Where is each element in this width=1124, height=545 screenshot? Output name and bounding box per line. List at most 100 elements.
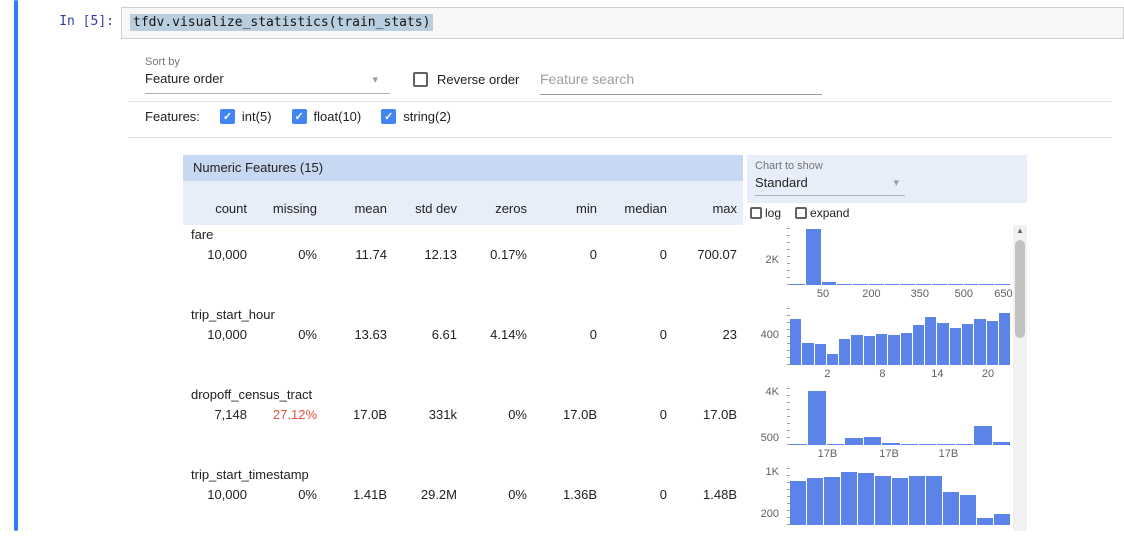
divider (128, 101, 1112, 102)
stat-value: 17.0B (703, 407, 737, 422)
charts-scrollbar[interactable]: ▲ (1013, 225, 1027, 531)
filter-float[interactable]: ✓ float(10) (291, 109, 362, 124)
row-values: 10,000 0% 1.41B 29.2M 0% 1.36B 0 1.48B (183, 487, 743, 502)
histogram-plot (790, 468, 1010, 525)
code-cell[interactable]: tfdv.visualize_statistics(train_stats) (121, 7, 1124, 39)
histogram-bar (937, 323, 949, 365)
histogram-bar (802, 342, 814, 365)
stat-value: 0 (659, 487, 667, 502)
histogram-bar (824, 476, 840, 525)
histogram-bar (937, 444, 955, 445)
histogram-bar (808, 390, 826, 445)
histogram-bar (979, 284, 995, 285)
scrollbar-thumb[interactable] (1015, 240, 1025, 338)
histogram-bar (974, 425, 992, 445)
histogram-trip_start_timestamp: 1K 200 (747, 465, 1013, 545)
stat-value: 17.0B (563, 407, 597, 422)
log-checkbox[interactable] (750, 207, 762, 219)
feature-search-input[interactable] (540, 69, 822, 95)
y-axis: 4K 500 (747, 386, 785, 445)
float-filter-label: float(10) (313, 109, 362, 124)
histogram-bar (790, 480, 806, 525)
chart-type-select[interactable]: Standard ▾ (755, 175, 905, 196)
filter-int[interactable]: ✓ int(5) (219, 109, 272, 124)
features-label: Features: (145, 109, 200, 124)
stat-value: 10,000 (207, 247, 247, 262)
histogram-bar (851, 335, 863, 365)
row-values: 7,148 27.12% 17.0B 331k 0% 17.0B 0 17.0B (183, 407, 743, 422)
stat-value: 0 (659, 247, 667, 262)
x-axis-tick-label: 350 (910, 288, 929, 300)
string-filter-checkbox[interactable]: ✓ (381, 109, 397, 124)
y-axis-ticks (787, 308, 790, 365)
reverse-order-label: Reverse order (437, 72, 520, 87)
log-label: log (765, 206, 782, 220)
column-header: count (215, 201, 247, 216)
histogram-bar (884, 284, 900, 285)
divider (128, 137, 1112, 138)
histogram-bar (863, 335, 875, 365)
code-text[interactable]: tfdv.visualize_statistics(train_stats) (130, 14, 434, 31)
expand-checkbox[interactable] (795, 207, 808, 219)
y-axis-tick-label: 400 (760, 329, 779, 341)
stat-value: 0% (298, 487, 317, 502)
histogram-bar (900, 444, 918, 445)
column-header: missing (272, 201, 317, 216)
stat-value: 0% (298, 327, 317, 342)
histogram-plot (790, 308, 1011, 365)
row-values: 10,000 0% 13.63 6.61 4.14% 0 0 23 (183, 327, 743, 342)
x-axis-tick-label: 500 (954, 288, 973, 300)
stat-value: 1.36B (563, 487, 597, 502)
notebook-page: In [5]: tfdv.visualize_statistics(train_… (14, 0, 1124, 531)
stat-value: 1.48B (703, 487, 737, 502)
x-axis-tick-label: 14 (931, 368, 944, 380)
histogram-bar (916, 284, 932, 285)
y-axis-tick-label: 4K (765, 386, 779, 398)
chart-to-show-panel: Chart to show Standard ▾ (747, 155, 1027, 203)
histogram-plot (790, 388, 1011, 445)
float-filter-checkbox[interactable]: ✓ (291, 109, 307, 124)
stat-value: 27.12% (272, 407, 317, 422)
histogram-fare: 2K 50 200 350 500 650 (747, 225, 1013, 305)
code-selection[interactable]: tfdv.visualize_statistics(train_stats) (130, 14, 434, 31)
column-header: min (576, 201, 597, 216)
sort-by-label: Sort by (145, 56, 180, 68)
histogram-bar (868, 284, 884, 285)
histogram-bar (839, 338, 851, 365)
x-axis: 2 8 14 20 (790, 368, 1010, 382)
sort-by-select[interactable]: Feature order ▾ (145, 71, 390, 94)
y-axis: 1K 200 (747, 466, 785, 525)
stat-value: 331k (428, 407, 457, 422)
stat-value: 4.14% (490, 327, 527, 342)
column-header: max (712, 201, 737, 216)
scroll-up-arrow-icon[interactable]: ▲ (1016, 226, 1024, 235)
sort-by-control: Sort by Feature order ▾ (145, 56, 390, 94)
feature-name: trip_start_timestamp (191, 467, 309, 482)
filter-string[interactable]: ✓ string(2) (381, 109, 451, 124)
stat-value: 10,000 (207, 327, 247, 342)
expand-label: expand (810, 206, 850, 220)
stat-value: 10,000 (207, 487, 247, 502)
stat-value: 23 (722, 327, 737, 342)
histogram-bar (837, 283, 853, 285)
x-axis-tick-label: 20 (981, 368, 995, 380)
stat-value: 0.17% (490, 247, 527, 262)
histogram-bar (875, 333, 888, 365)
stat-value: 0 (659, 407, 667, 422)
table-row: fare 10,000 0% 11.74 12.13 0.17% 0 0 700.07 (183, 225, 743, 305)
histogram-bar (892, 478, 908, 525)
stat-value: 700.07 (697, 247, 737, 262)
feature-name: dropoff_census_tract (191, 387, 313, 402)
stat-value: 13.63 (354, 327, 387, 342)
y-axis-tick-label: 500 (760, 432, 779, 445)
stat-value: 11.74 (355, 247, 387, 262)
y-axis-ticks (787, 468, 790, 525)
stat-value: 0 (589, 327, 597, 342)
column-header: std dev (415, 201, 457, 216)
histogram-bar (974, 318, 986, 365)
x-axis-tick-label: 2 (824, 368, 831, 380)
stat-value: 0 (659, 327, 667, 342)
int-filter-checkbox[interactable]: ✓ (219, 109, 235, 124)
reverse-order-checkbox[interactable] (413, 72, 428, 87)
y-axis-tick-label: 200 (760, 508, 779, 521)
